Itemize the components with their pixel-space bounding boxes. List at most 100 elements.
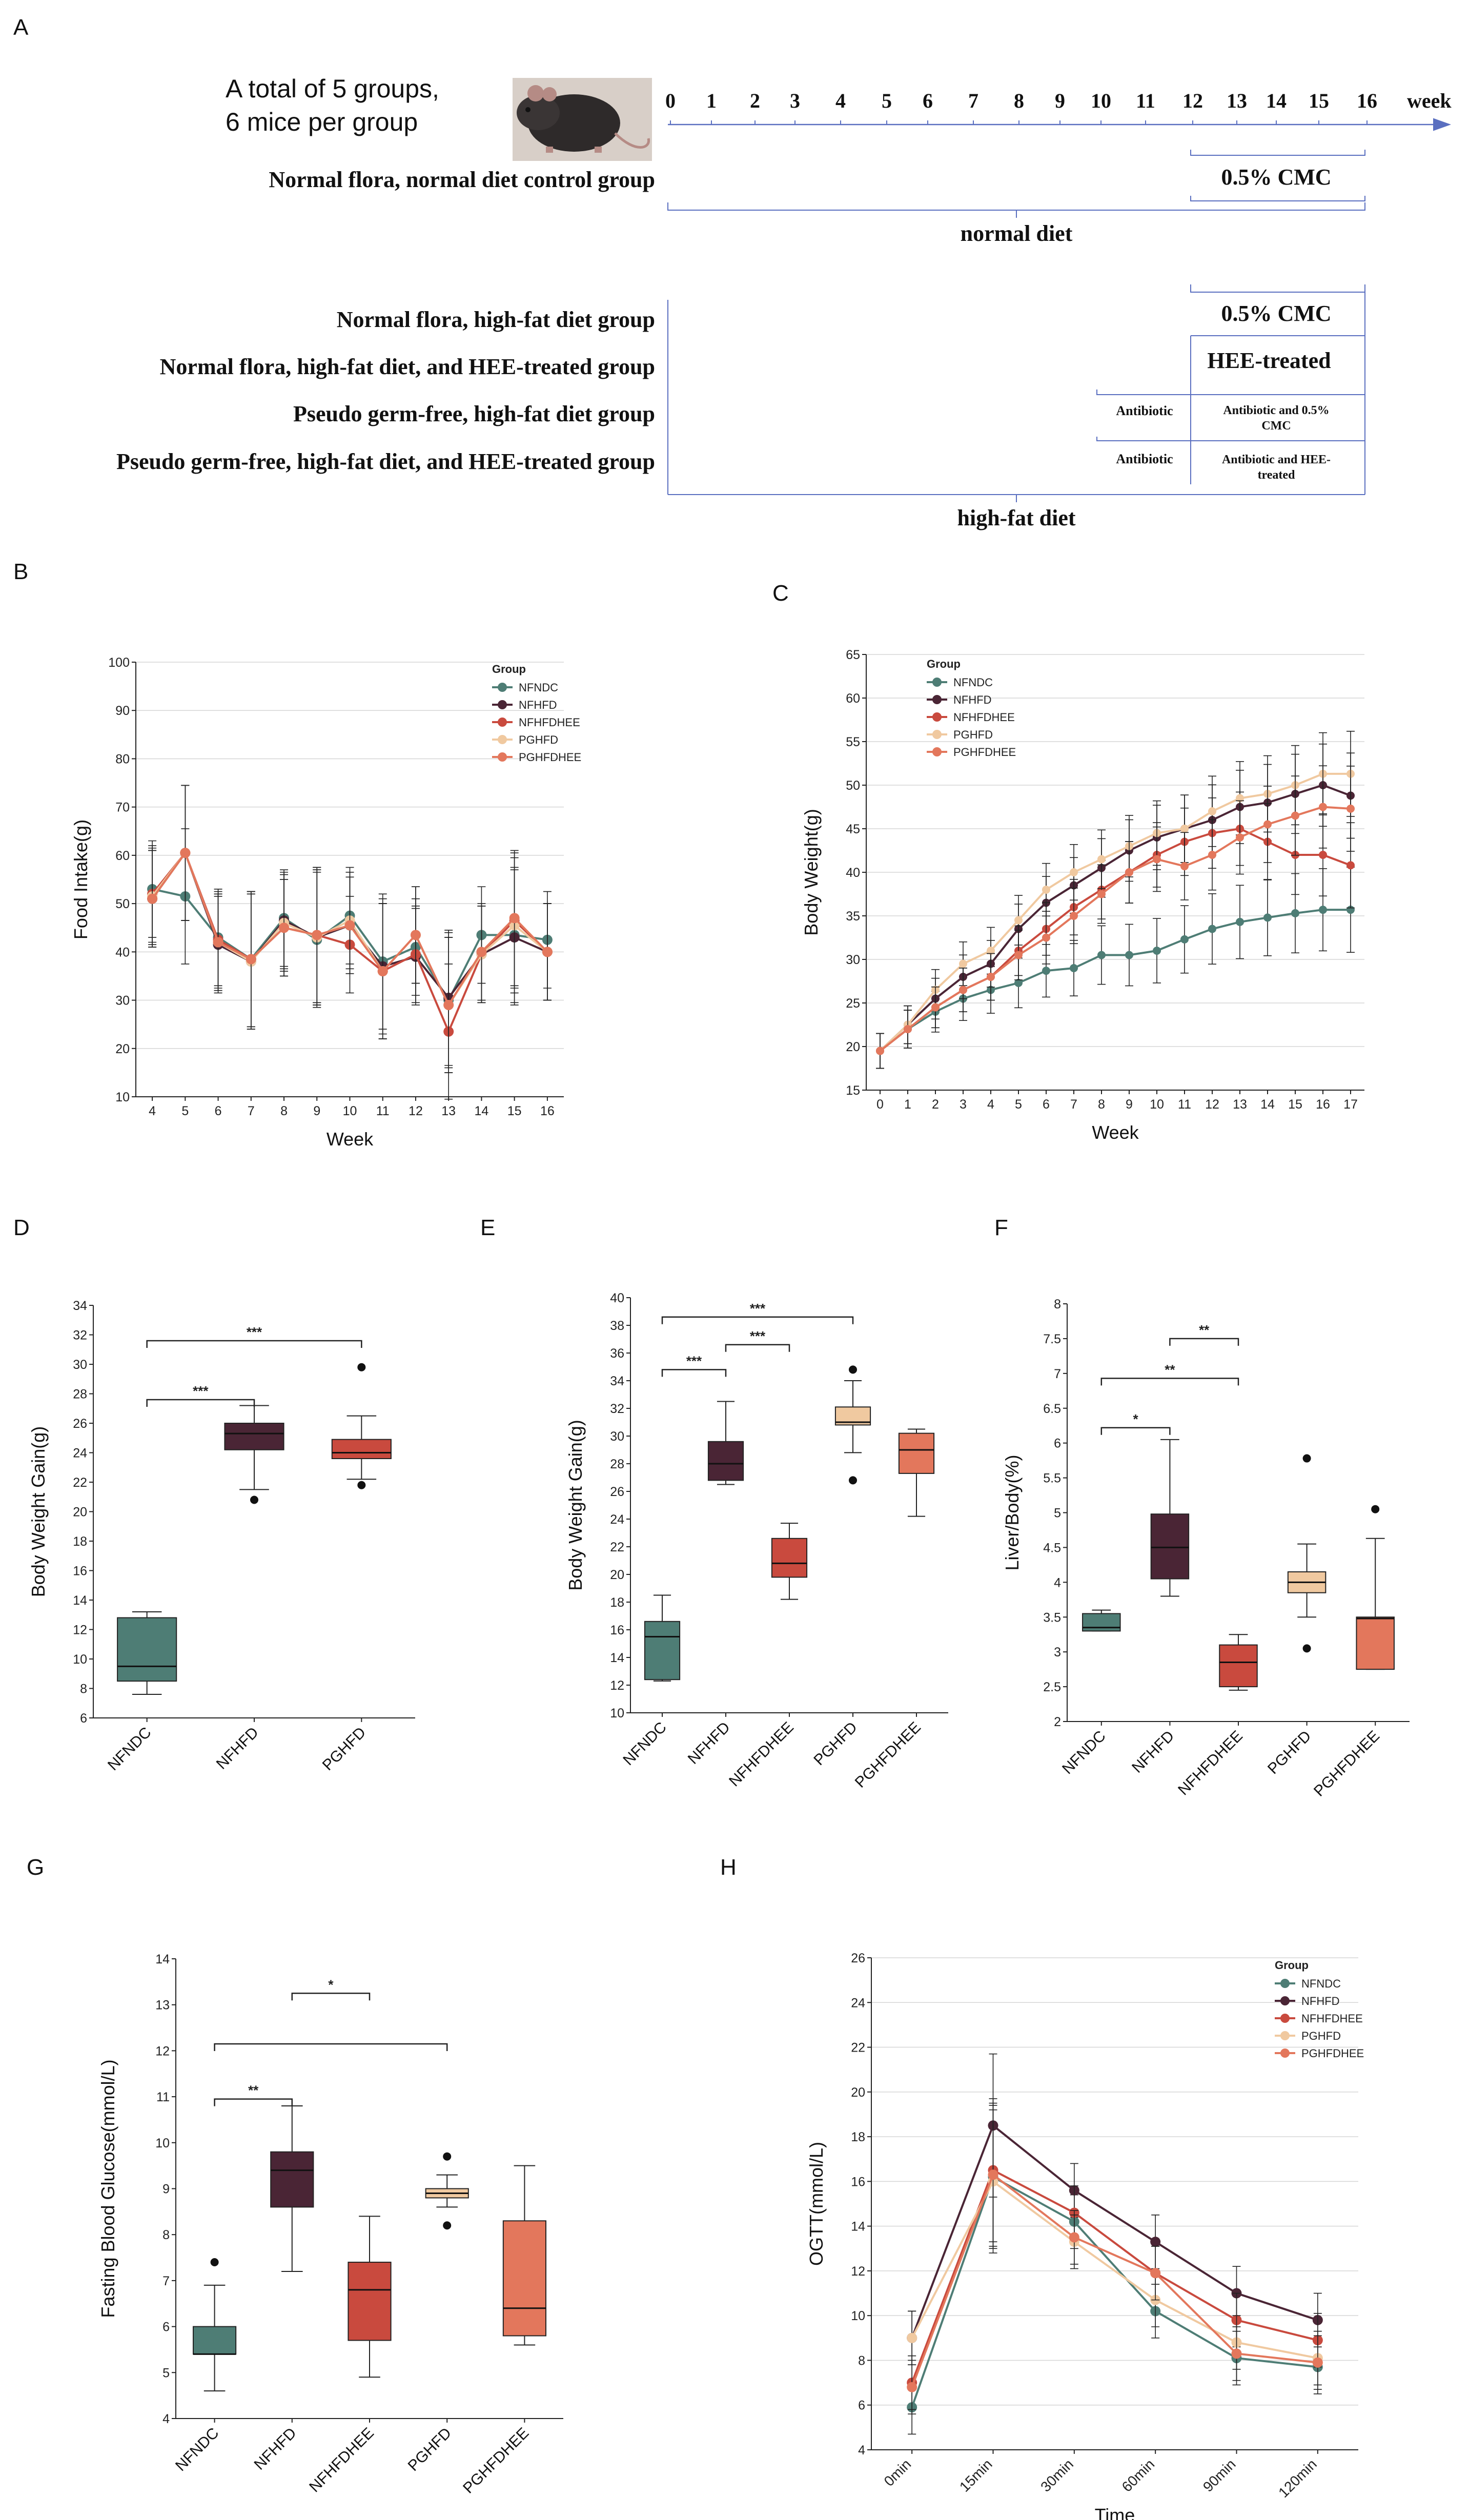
data-point-pghfd — [1042, 886, 1050, 894]
y-tick-label: 16 — [73, 1564, 87, 1579]
legend-label: NFNDC — [519, 681, 558, 694]
significance-label: *** — [750, 1328, 766, 1344]
data-point-pghfdhee — [1208, 851, 1216, 859]
legend-marker — [498, 735, 507, 744]
y-tick-label: 40 — [115, 945, 130, 959]
y-tick-label: 32 — [610, 1402, 624, 1416]
y-tick-label: 24 — [73, 1446, 87, 1461]
box-pghfdhee — [1356, 1616, 1395, 1670]
x-tick-label: NFHFD — [213, 1724, 262, 1773]
series-line-nfndc — [911, 2175, 1318, 2408]
y-tick-label: 6 — [80, 1711, 87, 1726]
outlier-point — [443, 2221, 452, 2230]
y-tick-label: 40 — [610, 1291, 624, 1305]
y-tick-label: 26 — [73, 1417, 87, 1431]
data-point-nfndc — [1097, 951, 1106, 959]
legend-marker — [932, 712, 942, 722]
x-tick-label: 15 — [1288, 1097, 1302, 1112]
outlier-point — [849, 1476, 857, 1485]
y-tick-label: 14 — [155, 1952, 170, 1966]
y-tick-label: 10 — [851, 2309, 865, 2323]
y-tick-label: 12 — [610, 1678, 624, 1693]
significance-label: * — [1133, 1411, 1139, 1427]
significance-bracket — [661, 1316, 854, 1324]
antibiotic-cmc-line1: Antibiotic and 0.5% — [1223, 404, 1329, 417]
panel-label: D — [13, 1215, 30, 1240]
outlier-point — [1302, 1644, 1311, 1653]
y-tick-label: 18 — [851, 2130, 865, 2144]
y-tick-label: 20 — [115, 1042, 130, 1056]
x-tick-label: 30min — [1037, 2456, 1076, 2495]
legend-title: Group — [1275, 1959, 1309, 1972]
data-point-nfhfdhee — [1346, 861, 1355, 870]
data-point-pghfd — [987, 947, 995, 955]
y-axis-label: Liver/Body(%) — [1002, 1454, 1023, 1570]
data-point-pghfdhee — [1236, 833, 1244, 842]
data-point-pghfd — [1070, 868, 1078, 876]
data-point-pghfdhee — [1180, 862, 1189, 871]
significance-bracket — [214, 2098, 293, 2106]
x-tick-label: PGHFDHEE — [460, 2425, 532, 2497]
series-line-nfndc — [879, 909, 1351, 1052]
box-pghfdhee — [502, 2220, 546, 2337]
panel-label: H — [720, 1855, 737, 1880]
x-tick-label: NFNDC — [1059, 1728, 1109, 1778]
data-point-pghfd — [1014, 916, 1023, 925]
outlier-point — [357, 1363, 366, 1371]
y-tick-label: 16 — [610, 1623, 624, 1637]
legend-label: NFHFD — [953, 693, 992, 706]
antibiotic-label-2: Antibiotic — [1116, 452, 1173, 466]
data-point-nfndc — [1153, 947, 1161, 955]
legend-marker — [498, 700, 507, 709]
x-tick-label: NFNDC — [620, 1719, 670, 1769]
outlier-point — [357, 1481, 366, 1489]
y-tick-label: 5 — [162, 2366, 170, 2380]
data-point-pghfdhee — [377, 966, 388, 977]
legend-label: PGHFDHEE — [519, 751, 581, 764]
series-line-pghfd — [879, 772, 1351, 1052]
data-point-pghfdhee — [931, 1003, 940, 1012]
x-axis-label: Week — [327, 1129, 374, 1150]
data-point-pghfdhee — [509, 913, 520, 924]
x-tick-label: 7 — [1070, 1097, 1077, 1112]
significance-bracket — [1169, 1338, 1239, 1346]
x-tick-label: 6 — [1043, 1097, 1050, 1112]
x-tick-label: 120min — [1275, 2456, 1320, 2501]
antibiotic-hee-line2: treated — [1258, 468, 1296, 482]
series-line-nfhfd — [879, 784, 1351, 1052]
y-tick-label: 28 — [610, 1457, 624, 1471]
x-tick-label: NFHFD — [251, 2425, 300, 2473]
x-tick-label: 2 — [932, 1097, 939, 1112]
y-tick-label: 32 — [73, 1328, 87, 1343]
legend-label: NFHFDHEE — [1301, 2012, 1363, 2025]
week-tick-label: 8 — [1014, 89, 1024, 112]
significance-label: ** — [248, 2083, 259, 2098]
y-axis-label: Fasting Blood Glucose(mmol/L) — [97, 2059, 118, 2318]
x-tick-label: 0 — [876, 1097, 884, 1112]
cmc-label: 0.5% CMC — [1221, 165, 1331, 190]
y-tick-label: 20 — [73, 1505, 87, 1520]
x-tick-label: PGHFD — [1264, 1728, 1315, 1778]
legend-marker — [498, 683, 507, 692]
group-label-nfhfd: Normal flora, high-fat diet group — [337, 307, 655, 332]
data-point-pghfdhee — [213, 937, 223, 948]
y-tick-label: 20 — [851, 2085, 865, 2100]
data-point-pghfd — [1208, 807, 1216, 815]
week-word: week — [1407, 89, 1452, 112]
week-tick-label: 1 — [706, 89, 717, 112]
legend-title: Group — [927, 658, 961, 670]
data-point-pghfd — [1097, 855, 1106, 864]
group-label-pghfdhee: Pseudo germ-free, high-fat diet, and HEE… — [116, 449, 655, 474]
significance-label: * — [328, 1977, 334, 1992]
legend-marker — [1280, 2031, 1290, 2040]
data-point-pghfdhee — [1291, 811, 1299, 820]
box-nfndc — [644, 1621, 681, 1681]
antibiotic-label-1: Antibiotic — [1116, 403, 1173, 418]
data-point-pghfd — [1236, 794, 1244, 803]
y-tick-label: 15 — [846, 1083, 860, 1098]
y-axis-label: OGTT(mmol/L) — [806, 2142, 827, 2266]
x-tick-label: NFHFDHEE — [726, 1719, 797, 1790]
x-tick-label: 1 — [904, 1097, 911, 1112]
outlier-point — [1371, 1505, 1380, 1513]
box-pghfdhee — [898, 1432, 935, 1474]
